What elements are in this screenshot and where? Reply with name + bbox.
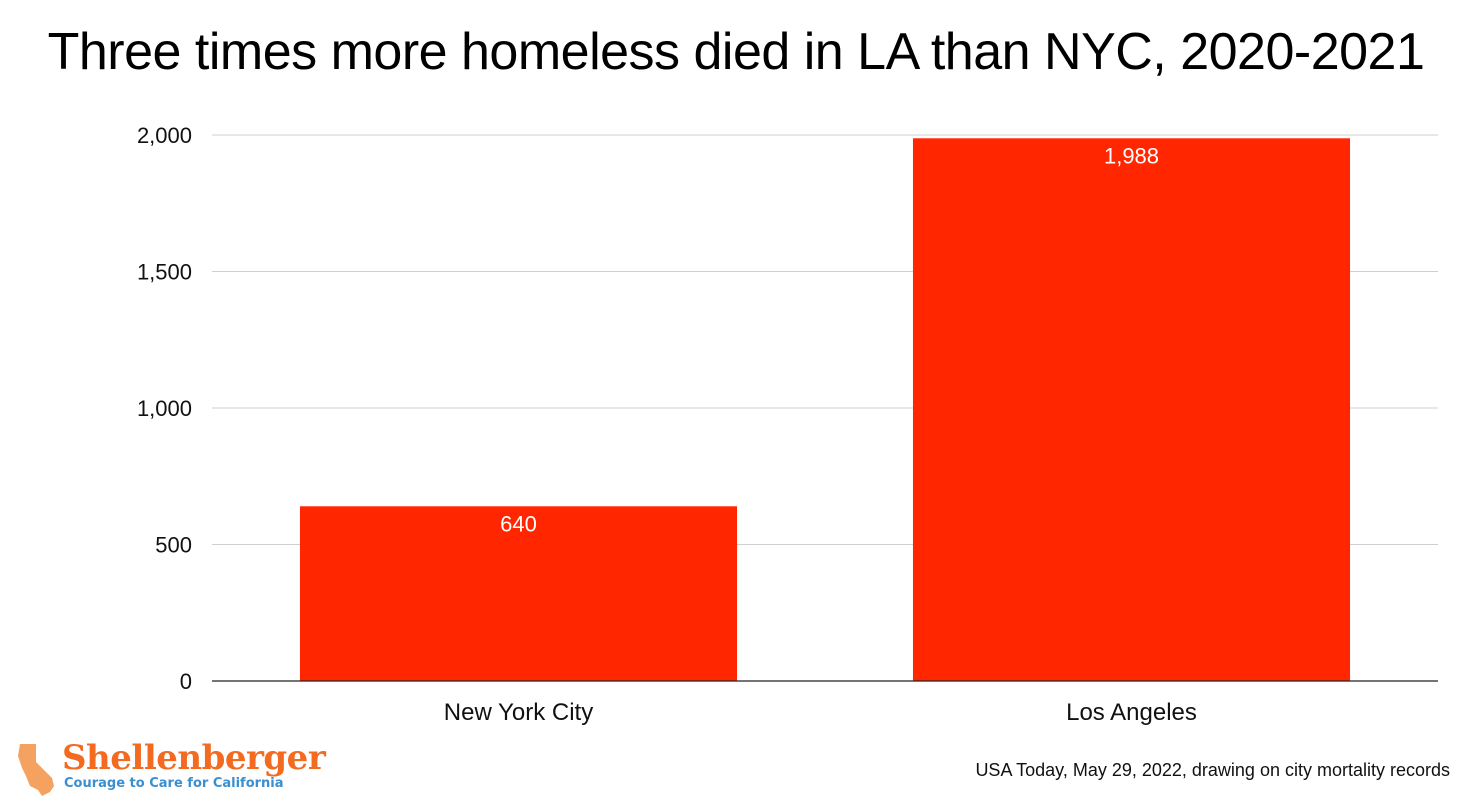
logo-name: Shellenberger [62,738,326,778]
x-category-label: New York City [444,699,593,726]
x-category-label: Los Angeles [1066,699,1197,726]
y-tick-label: 0 [180,669,192,694]
bar [912,138,1351,681]
logo-tagline: Courage to Care for California [64,776,284,791]
bar-data-label: 1,988 [1104,143,1159,168]
y-tick-label: 500 [155,533,192,558]
bar [299,506,738,681]
bars [299,138,1351,681]
y-axis-ticks: 0 500 1,000 1,500 2,000 [137,123,192,694]
y-tick-label: 1,000 [137,396,192,421]
y-tick-label: 1,500 [137,260,192,285]
california-state-icon [18,744,54,796]
bar-data-labels: 640 1,988 [500,143,1159,536]
source-note: USA Today, May 29, 2022, drawing on city… [975,760,1450,780]
x-axis-category-labels: New York City Los Angeles [444,699,1197,726]
chart-title: Three times more homeless died in LA tha… [47,23,1425,81]
bar-data-label: 640 [500,511,537,536]
y-tick-label: 2,000 [137,123,192,148]
shellenberger-logo: Shellenberger Courage to Care for Califo… [16,738,336,798]
